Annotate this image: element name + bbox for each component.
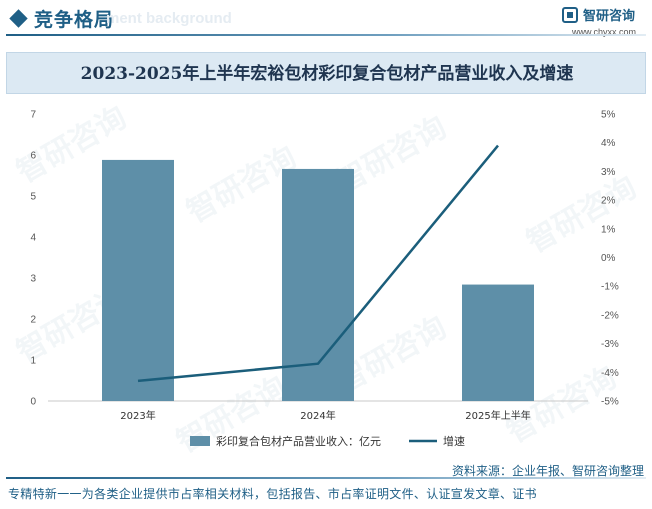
- y-left-tick-label: 5: [30, 192, 36, 203]
- y-right-tick-label: -3%: [601, 339, 619, 350]
- category-label: 2025年上半年: [465, 409, 530, 422]
- y-right-tick-label: 0%: [601, 253, 616, 264]
- ghost-background-text: ment background: [106, 10, 232, 27]
- y-left-tick-label: 0: [30, 397, 36, 408]
- y-right-tick-label: 1%: [601, 224, 616, 235]
- y-right-tick-label: 5%: [601, 110, 616, 121]
- y-left-tick-label: 1: [30, 356, 36, 367]
- y-right-tick-label: -1%: [601, 282, 619, 293]
- y-left-tick-label: 6: [30, 151, 36, 162]
- y-right-tick-label: -4%: [601, 368, 619, 379]
- section-title: 竞争格局: [34, 9, 115, 31]
- revenue-bar: [462, 284, 534, 401]
- legend-label-growth: 增速: [443, 434, 465, 448]
- growth-line: [137, 144, 499, 383]
- legend-label-revenue: 彩印复合包材产品营业收入：亿元: [216, 434, 381, 448]
- source-note: 资料来源：企业年报、智研咨询整理: [451, 464, 644, 478]
- tagline: 专精特新一一为各类企业提供市占率相关材料，包括报告、市占率证明文件、认证宣发文章…: [8, 487, 537, 501]
- logo-icon: [562, 7, 578, 23]
- footer-rule: [6, 477, 646, 479]
- y-left-tick-label: 2: [30, 315, 36, 326]
- legend-swatch-bar: [190, 436, 210, 446]
- y-left-tick-label: 4: [30, 233, 36, 244]
- y-right-tick-label: 4%: [601, 138, 616, 149]
- chart: 0 1 2 3 4 5 6 7 -5% -4% -3% -2% -1% 0% 1% 2% 3% 4% 5% 2023年…: [30, 110, 619, 449]
- y-right-tick-label: 2%: [601, 196, 616, 207]
- chart-title: 2023-2025年上半年宏裕包材彩印复合包材产品营业收入及增速: [80, 64, 574, 84]
- logo-url: www.chyxx.com: [572, 27, 637, 37]
- y-right-tick-label: -5%: [601, 397, 619, 408]
- header: 竞争格局 ment background 智研咨询 www.chyxx.com: [0, 0, 652, 48]
- y-left-tick-label: 7: [30, 110, 36, 121]
- logo-name: 智研咨询: [583, 9, 636, 24]
- category-label: 2023年: [120, 409, 155, 422]
- category-label: 2024年: [300, 409, 335, 422]
- y-right-tick-label: -2%: [601, 310, 619, 321]
- y-right-tick-label: 3%: [601, 167, 616, 178]
- header-rule: [6, 34, 646, 36]
- y-left-tick-label: 3: [30, 274, 36, 285]
- title-band: 2023-2025年上半年宏裕包材彩印复合包材产品营业收入及增速: [6, 52, 646, 94]
- revenue-bar: [102, 159, 174, 401]
